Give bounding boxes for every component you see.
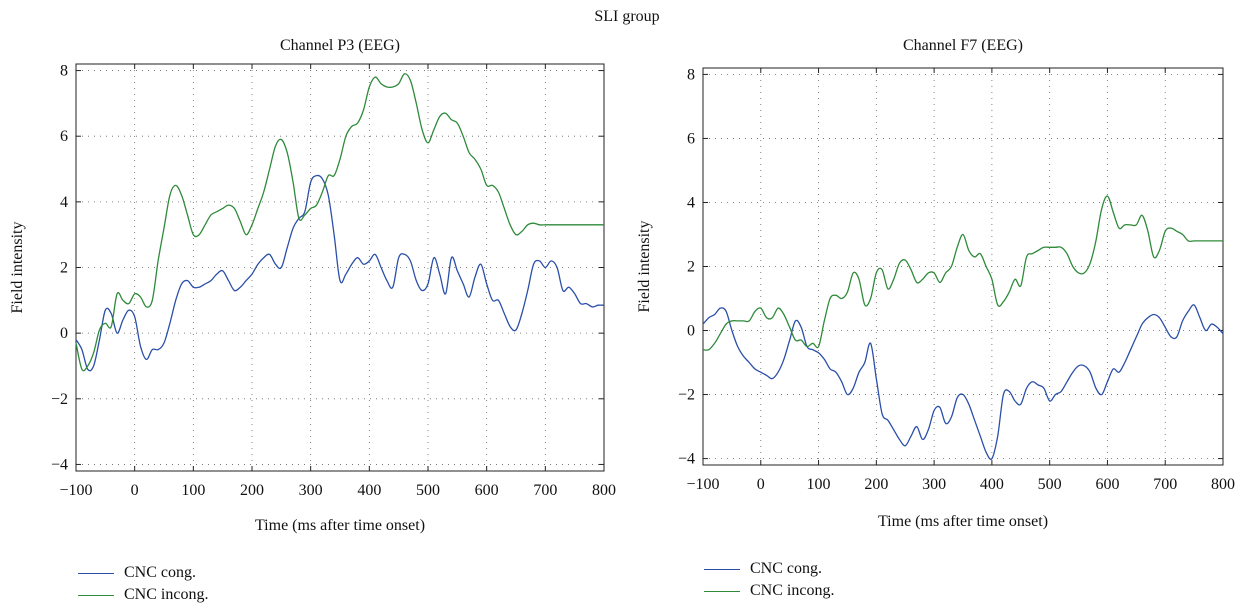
- y-tick-label: 8: [687, 66, 695, 83]
- x-tick-label: 0: [757, 476, 765, 493]
- legend-p3: CNC cong. CNC incong.: [78, 562, 208, 606]
- legend-label-incong: CNC incong.: [750, 582, 835, 599]
- y-tick-label: −4: [51, 456, 68, 473]
- y-tick-label: 6: [687, 130, 695, 147]
- x-axis-label: Time (ms after time onset): [255, 517, 425, 534]
- y-tick-label: 2: [687, 259, 695, 276]
- y-tick-label: 4: [60, 194, 68, 211]
- x-tick-label: 100: [807, 476, 831, 493]
- series-line-p3-cnc-cong: [75, 174, 605, 372]
- x-tick-label: 200: [864, 476, 888, 493]
- legend-label-cong: CNC cong.: [750, 560, 822, 577]
- legend-item: CNC cong.: [78, 562, 208, 584]
- x-tick-label: 300: [922, 476, 946, 493]
- x-tick-label: 800: [1211, 476, 1235, 493]
- y-tick-label: −2: [678, 387, 695, 404]
- y-tick-label: −4: [678, 451, 695, 468]
- y-tick-label: 4: [687, 194, 695, 211]
- legend-item: CNC incong.: [704, 580, 834, 602]
- series-line-f7-cnc-incong: [702, 195, 1223, 351]
- y-axis-label: Field intensity: [636, 221, 653, 313]
- legend-label-incong: CNC incong.: [124, 586, 209, 603]
- chart-title: Channel F7 (EEG): [903, 37, 1023, 54]
- x-axis-label: Time (ms after time onset): [878, 513, 1048, 530]
- x-tick-label: 200: [240, 482, 264, 499]
- figure-title: SLI group: [594, 8, 660, 25]
- y-tick-label: 8: [60, 63, 68, 80]
- x-tick-label: 300: [299, 482, 323, 499]
- legend-swatch-incong: [704, 590, 740, 592]
- legend-swatch-cong: [78, 572, 114, 574]
- y-tick-label: 2: [60, 260, 68, 277]
- y-tick-label: −2: [51, 391, 68, 408]
- legend-swatch-cong: [704, 568, 740, 570]
- x-tick-label: 400: [357, 482, 381, 499]
- x-tick-label: 800: [592, 482, 616, 499]
- x-tick-label: −100: [686, 476, 719, 493]
- y-tick-label: 0: [60, 325, 68, 342]
- y-axis-label: Field intensity: [9, 222, 26, 314]
- legend-label-cong: CNC cong.: [124, 564, 196, 581]
- chart-title: Channel P3 (EEG): [280, 37, 400, 54]
- series-line-p3-cnc-incong: [75, 73, 604, 372]
- legend-swatch-incong: [78, 594, 114, 596]
- legend-item: CNC cong.: [704, 558, 834, 580]
- x-tick-label: 0: [131, 482, 139, 499]
- x-tick-label: 600: [1095, 476, 1119, 493]
- x-tick-label: 700: [533, 482, 557, 499]
- chart-p3: −100 0 100 200 300 400 500 600 700 800 −4 −2 0 2 4 6 8 Ch…: [9, 37, 616, 534]
- x-tick-label: 600: [475, 482, 499, 499]
- x-tick-label: 500: [416, 482, 440, 499]
- x-tick-label: 700: [1153, 476, 1177, 493]
- chart-f7: −100 0 100 200 300 400 500 600 700 800 −4 −2 0 2 4 6 8 Ch…: [636, 37, 1235, 530]
- legend-item: CNC incong.: [78, 584, 208, 606]
- x-tick-label: 500: [1038, 476, 1062, 493]
- legend-f7: CNC cong. CNC incong.: [704, 558, 834, 602]
- x-tick-label: 100: [181, 482, 205, 499]
- series-line-f7-cnc-cong: [702, 304, 1224, 460]
- y-tick-label: 0: [687, 323, 695, 340]
- x-tick-label: −100: [59, 482, 92, 499]
- y-tick-label: 6: [60, 128, 68, 145]
- x-tick-label: 400: [980, 476, 1004, 493]
